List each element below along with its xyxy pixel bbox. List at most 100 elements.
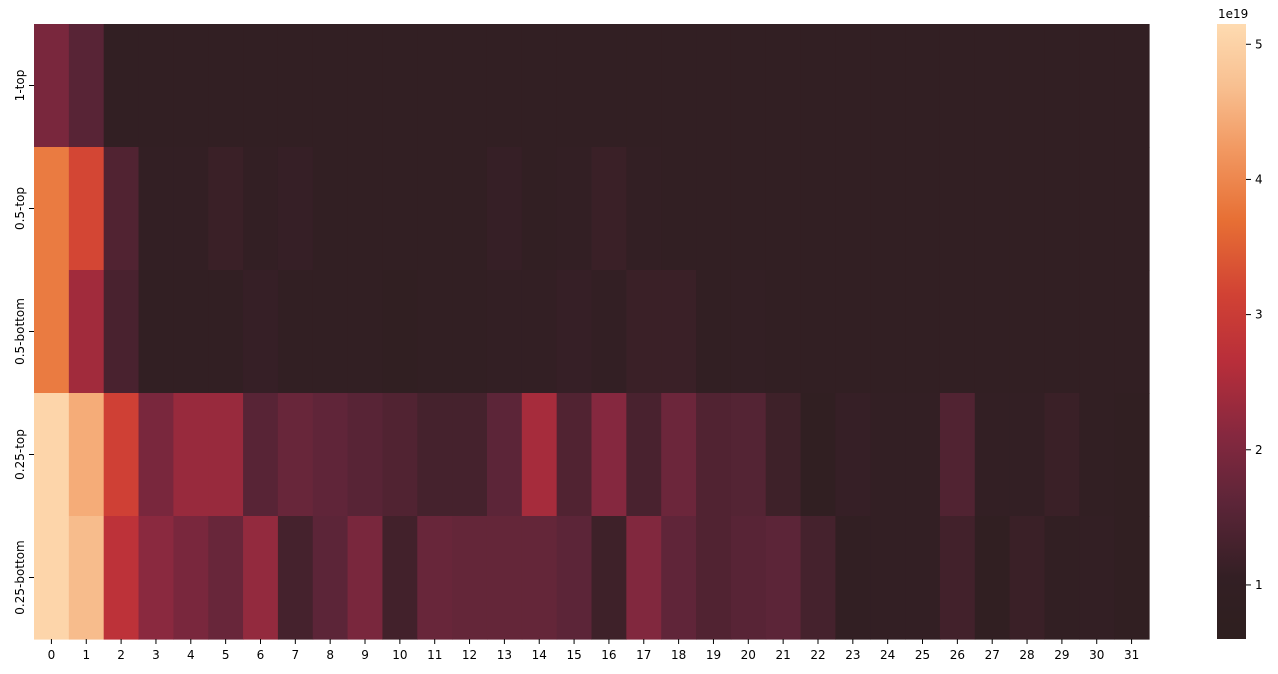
x-tick-label: 13: [497, 648, 512, 662]
heatmap-cell: [103, 516, 140, 640]
heatmap-cell: [243, 270, 279, 394]
x-tick-label: 15: [566, 648, 581, 662]
colorbar: 1 2 3 4 5 1e19: [1217, 7, 1263, 639]
heatmap-cell: [486, 393, 523, 517]
heatmap-cell: [591, 516, 627, 640]
heatmap-cell: [730, 147, 767, 271]
heatmap-cell: [417, 147, 453, 271]
heatmap-cell: [1009, 516, 1046, 640]
heatmap-cell: [696, 147, 732, 271]
heatmap-cell: [68, 393, 105, 517]
heatmap-cell: [347, 147, 384, 271]
heatmap-cell: [626, 393, 662, 517]
heatmap-cell: [452, 24, 488, 148]
heatmap-cell: [661, 24, 697, 148]
heatmap-cell: [939, 270, 976, 394]
heatmap-cell: [208, 147, 244, 271]
heatmap-cell: [521, 393, 558, 517]
heatmap-cell: [905, 516, 941, 640]
y-tick-label: 0.25-bottom: [13, 540, 27, 614]
heatmap-cell: [661, 516, 697, 640]
x-tick-label: 9: [361, 648, 369, 662]
heatmap-cell: [1044, 393, 1080, 517]
heatmap-cell: [277, 147, 314, 271]
x-tick-label: 26: [950, 648, 965, 662]
heatmap-cell: [486, 516, 523, 640]
heatmap-cell: [556, 516, 593, 640]
x-axis: 0 1 2 3 4 5 6 7 8 9 10 11 12 13 14 15 16 17 18 19 20 21 22 23 24…: [48, 639, 1139, 662]
heatmap-cell: [974, 516, 1011, 640]
heatmap-cell: [34, 270, 70, 394]
heatmap-cell: [835, 270, 871, 394]
heatmap-cell: [661, 270, 697, 394]
colorbar-ticks: 1 2 3 4 5: [1246, 37, 1263, 592]
x-tick-label: 16: [601, 648, 616, 662]
heatmap-cell: [243, 516, 279, 640]
heatmap-cell: [1009, 24, 1046, 148]
heatmap-cell: [452, 270, 488, 394]
colorbar-offset-label: 1e19: [1218, 7, 1248, 21]
heatmap-cell: [138, 270, 174, 394]
heatmap-cell: [626, 270, 662, 394]
heatmap-cell: [800, 24, 836, 148]
heatmap-cell: [765, 516, 802, 640]
heatmap-cell: [1044, 270, 1080, 394]
heatmap-cell: [486, 270, 523, 394]
heatmap-cell: [1044, 516, 1080, 640]
heatmap-cell: [730, 24, 767, 148]
heatmap-cell: [208, 270, 244, 394]
heatmap-cell: [173, 270, 209, 394]
heatmap-cell: [103, 24, 140, 148]
heatmap-cell: [34, 516, 70, 640]
x-tick-label: 25: [915, 648, 930, 662]
heatmap-cell: [1114, 147, 1150, 271]
heatmap-cell: [417, 516, 453, 640]
heatmap-cell: [870, 147, 906, 271]
heatmap-cells: [34, 24, 1150, 640]
heatmap-cell: [556, 393, 593, 517]
heatmap-cell: [68, 24, 105, 148]
heatmap-cell: [243, 24, 279, 148]
heatmap-cell: [939, 516, 976, 640]
heatmap-cell: [974, 393, 1011, 517]
heatmap-cell: [800, 147, 836, 271]
x-tick-label: 22: [810, 648, 825, 662]
heatmap-cell: [870, 270, 906, 394]
heatmap-cell: [208, 393, 244, 517]
heatmap-cell: [1114, 24, 1150, 148]
heatmap-cell: [103, 270, 140, 394]
heatmap-cell: [1009, 393, 1046, 517]
heatmap-cell: [556, 270, 593, 394]
heatmap-cell: [1079, 24, 1115, 148]
heatmap-cell: [661, 147, 697, 271]
heatmap-cell: [905, 147, 941, 271]
colorbar-tick-label: 1: [1255, 578, 1263, 592]
x-tick-label: 17: [636, 648, 651, 662]
x-tick-label: 14: [532, 648, 547, 662]
heatmap-cell: [556, 24, 593, 148]
heatmap-cell: [347, 24, 384, 148]
heatmap-cell: [591, 393, 627, 517]
heatmap-cell: [1114, 516, 1150, 640]
x-tick-label: 11: [427, 648, 442, 662]
heatmap-cell: [417, 393, 453, 517]
heatmap-cell: [382, 393, 418, 517]
heatmap-cell: [696, 24, 732, 148]
heatmap-cell: [277, 270, 314, 394]
heatmap-cell: [68, 270, 105, 394]
x-tick-label: 31: [1124, 648, 1139, 662]
heatmap-cell: [486, 24, 523, 148]
colorbar-tick-label: 4: [1255, 172, 1263, 186]
heatmap-cell: [277, 393, 314, 517]
heatmap-cell: [382, 270, 418, 394]
heatmap-cell: [835, 147, 871, 271]
x-tick-label: 18: [671, 648, 686, 662]
x-tick-label: 4: [187, 648, 195, 662]
heatmap-cell: [626, 24, 662, 148]
heatmap-cell: [905, 270, 941, 394]
heatmap-cell: [208, 24, 244, 148]
heatmap-cell: [138, 516, 174, 640]
heatmap-cell: [521, 270, 558, 394]
heatmap-cell: [1114, 270, 1150, 394]
